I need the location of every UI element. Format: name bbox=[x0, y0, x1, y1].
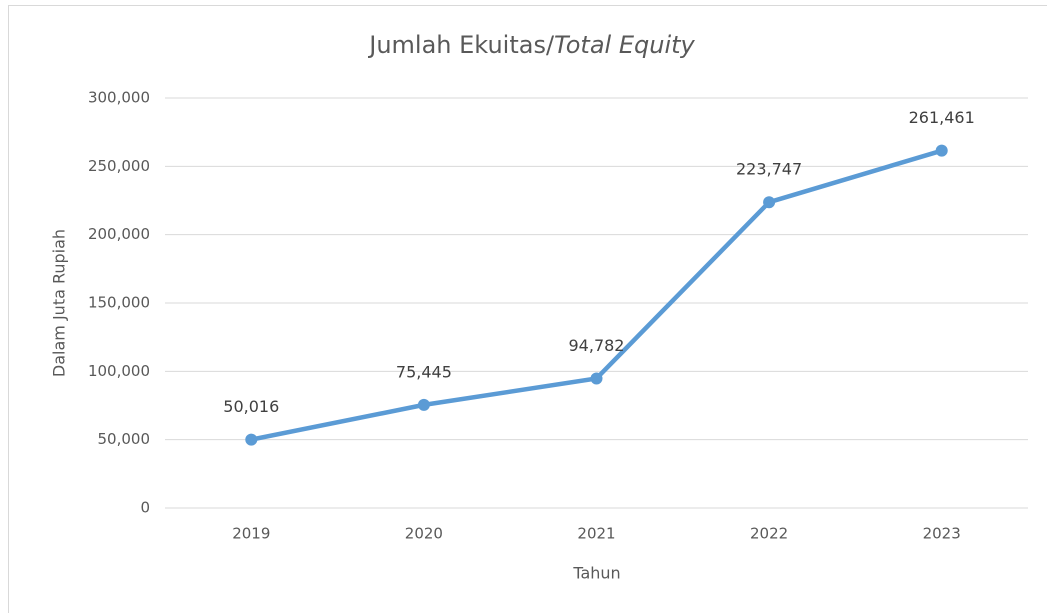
y-tick-label: 150,000 bbox=[88, 294, 150, 312]
data-label: 94,782 bbox=[569, 336, 625, 355]
data-point bbox=[763, 196, 776, 209]
x-tick-label: 2021 bbox=[577, 525, 615, 543]
x-axis-label: Tahun bbox=[572, 564, 620, 583]
data-label: 50,016 bbox=[223, 397, 279, 416]
x-tick-label: 2023 bbox=[923, 525, 961, 543]
data-label: 261,461 bbox=[909, 108, 975, 127]
data-label: 223,747 bbox=[736, 160, 802, 179]
y-tick-label: 300,000 bbox=[88, 89, 150, 107]
title-part: Jumlah Ekuitas/ bbox=[367, 31, 555, 59]
chart-frame bbox=[8, 5, 1047, 613]
y-tick-label: 0 bbox=[140, 499, 150, 517]
data-label: 75,445 bbox=[396, 362, 452, 381]
title-part: Total Equity bbox=[554, 31, 695, 59]
y-tick-label: 100,000 bbox=[88, 362, 150, 380]
data-point bbox=[245, 433, 258, 446]
y-tick-label: 200,000 bbox=[88, 225, 150, 243]
x-tick-label: 2019 bbox=[232, 525, 270, 543]
data-point bbox=[590, 372, 603, 385]
data-point bbox=[417, 398, 430, 411]
y-tick-label: 250,000 bbox=[88, 157, 150, 175]
data-point bbox=[935, 144, 948, 157]
x-tick-label: 2020 bbox=[405, 525, 443, 543]
y-tick-label: 50,000 bbox=[98, 430, 151, 448]
chart-title: Jumlah Ekuitas/Total Equity bbox=[367, 31, 695, 59]
y-axis-label: Dalam Juta Rupiah bbox=[50, 229, 69, 377]
x-tick-label: 2022 bbox=[750, 525, 788, 543]
